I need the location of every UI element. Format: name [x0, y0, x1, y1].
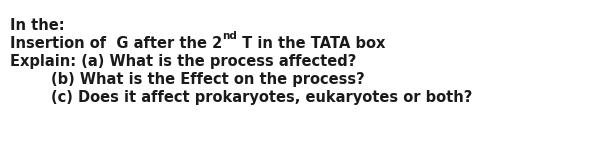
Text: (c) Does it affect prokaryotes, eukaryotes or both?: (c) Does it affect prokaryotes, eukaryot… [10, 90, 472, 105]
Text: In the:: In the: [10, 18, 65, 33]
Text: (b) What is the Effect on the process?: (b) What is the Effect on the process? [10, 72, 365, 87]
Text: T in the TATA box: T in the TATA box [237, 36, 386, 51]
Text: Explain: (a) What is the process affected?: Explain: (a) What is the process affecte… [10, 54, 356, 69]
Text: nd: nd [222, 31, 237, 41]
Text: Insertion of  G after the 2: Insertion of G after the 2 [10, 36, 222, 51]
